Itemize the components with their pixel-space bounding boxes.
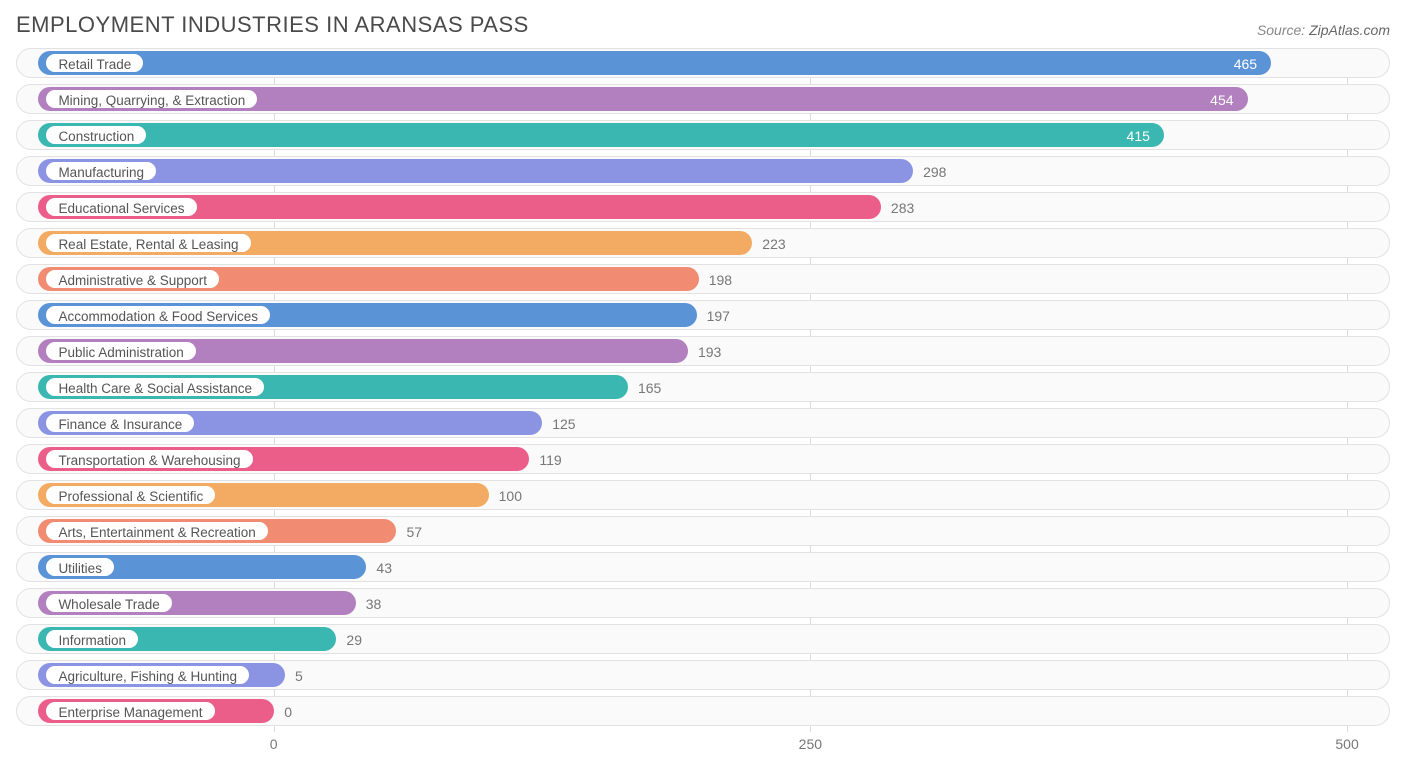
bar-value: 415 [1127,121,1164,151]
chart-source: Source: ZipAtlas.com [1257,22,1390,38]
bar [38,123,1163,147]
bar-label: Accommodation & Food Services [44,304,272,326]
bar-label: Administrative & Support [44,268,221,290]
bar-chart: Retail Trade 465 Mining, Quarrying, & Extr… [8,48,1398,762]
bar-label: Professional & Scientific [44,484,217,506]
chart-header: EMPLOYMENT INDUSTRIES IN ARANSAS PASS So… [8,8,1398,48]
bar-label: Enterprise Management [44,700,216,722]
bar-label: Finance & Insurance [44,412,196,434]
bar-value: 165 [628,373,661,403]
axis-tick: 250 [799,736,822,752]
bar-row: Finance & Insurance 125 [16,408,1390,438]
bar-row: Information 29 [16,624,1390,654]
bar-value: 193 [688,337,721,367]
bar-value: 57 [396,517,422,547]
chart-title: EMPLOYMENT INDUSTRIES IN ARANSAS PASS [16,12,529,38]
bar-row: Retail Trade 465 [16,48,1390,78]
source-label: Source: [1257,22,1305,38]
bar-row: Accommodation & Food Services 197 [16,300,1390,330]
bar-value: 198 [699,265,732,295]
axis-tick: 0 [270,736,278,752]
bar-value: 465 [1234,49,1271,79]
bar-label: Manufacturing [44,160,158,182]
bar-row: Utilities 43 [16,552,1390,582]
bar-value: 223 [752,229,785,259]
bar-value: 454 [1210,85,1247,115]
source-name: ZipAtlas.com [1309,22,1390,38]
bar-row: Real Estate, Rental & Leasing 223 [16,228,1390,258]
bar-row: Educational Services 283 [16,192,1390,222]
bar-row: Enterprise Management 0 [16,696,1390,726]
bar-row: Transportation & Warehousing 119 [16,444,1390,474]
bar-value: 125 [542,409,575,439]
bar-label: Educational Services [44,196,198,218]
bar-value: 298 [913,157,946,187]
bar-value: 0 [274,697,292,727]
bar-label: Wholesale Trade [44,592,173,614]
bar-label: Transportation & Warehousing [44,448,254,470]
bar-value: 43 [366,553,392,583]
bar-row: Professional & Scientific 100 [16,480,1390,510]
bar-label: Mining, Quarrying, & Extraction [44,88,259,110]
bar-label: Information [44,628,140,650]
bar-value: 100 [489,481,522,511]
bar-label: Arts, Entertainment & Recreation [44,520,269,542]
bar-value: 119 [529,445,561,475]
bar-label: Construction [44,124,148,146]
bar-value: 197 [697,301,730,331]
x-axis: 0 250 500 [16,736,1390,756]
bar-row: Arts, Entertainment & Recreation 57 [16,516,1390,546]
bar-row: Construction 415 [16,120,1390,150]
bar-row: Health Care & Social Assistance 165 [16,372,1390,402]
bar-row: Public Administration 193 [16,336,1390,366]
bar-rows: Retail Trade 465 Mining, Quarrying, & Extr… [16,48,1390,726]
axis-tick: 500 [1335,736,1358,752]
bar-label: Retail Trade [44,52,145,74]
bar-value: 38 [356,589,382,619]
bar-label: Agriculture, Fishing & Hunting [44,664,251,686]
bar-row: Manufacturing 298 [16,156,1390,186]
bar-value: 283 [881,193,914,223]
bar [38,51,1271,75]
bar-row: Administrative & Support 198 [16,264,1390,294]
bar-value: 5 [285,661,303,691]
bar [38,159,913,183]
bar-row: Wholesale Trade 38 [16,588,1390,618]
bar-label: Public Administration [44,340,197,362]
bar-label: Health Care & Social Assistance [44,376,266,398]
bar-label: Real Estate, Rental & Leasing [44,232,252,254]
bar-row: Agriculture, Fishing & Hunting 5 [16,660,1390,690]
bar-value: 29 [336,625,362,655]
bar-row: Mining, Quarrying, & Extraction 454 [16,84,1390,114]
bar-label: Utilities [44,556,116,578]
